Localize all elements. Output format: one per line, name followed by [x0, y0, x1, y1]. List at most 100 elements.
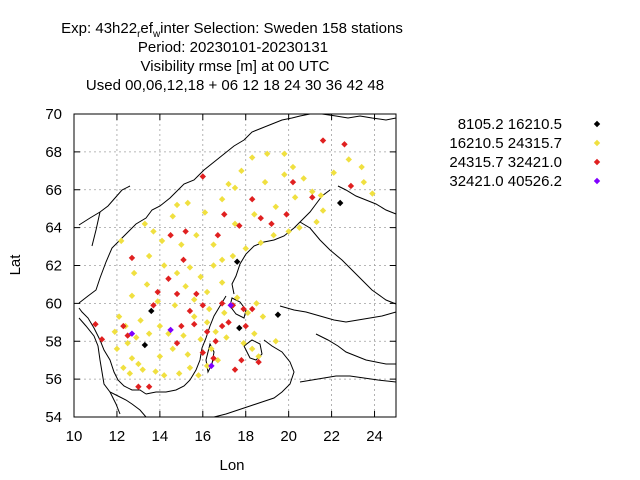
data-point — [154, 298, 161, 305]
y-tick-label: 54 — [45, 409, 62, 426]
data-point — [203, 288, 211, 296]
data-point — [233, 258, 241, 265]
data-point — [160, 262, 168, 269]
data-point — [264, 150, 271, 157]
data-point — [227, 302, 234, 309]
data-point — [141, 341, 149, 349]
data-point — [173, 290, 181, 298]
data-point — [274, 311, 282, 318]
data-point — [120, 364, 127, 371]
data-point — [154, 288, 161, 296]
data-point — [184, 199, 191, 207]
legend-marker — [593, 158, 601, 166]
data-point — [143, 281, 151, 288]
data-point — [283, 211, 290, 218]
data-point — [141, 220, 149, 228]
data-point — [212, 338, 219, 345]
data-point — [173, 269, 181, 277]
data-point — [253, 300, 260, 307]
y-tick-label: 60 — [45, 295, 62, 312]
data-point — [221, 211, 228, 218]
x-tick-label: 20 — [280, 428, 297, 445]
data-point — [319, 137, 327, 144]
y-axis-label: Lat — [7, 254, 24, 276]
data-point — [193, 232, 200, 239]
data-point — [236, 324, 243, 332]
y-tick-label: 70 — [45, 106, 62, 123]
data-point — [128, 355, 136, 362]
data-point — [336, 199, 344, 207]
x-tick-label: 18 — [237, 428, 254, 445]
data-point — [199, 349, 206, 356]
data-point — [199, 173, 206, 180]
data-point — [212, 328, 219, 335]
legend-marker — [593, 139, 601, 147]
data-point — [173, 201, 181, 209]
axes: 10 12 14 16 18 20 22 24 54 56 58 60 62 64 66 68 70 — [45, 106, 397, 445]
data-point — [186, 364, 194, 371]
data-point — [156, 353, 164, 360]
data-point — [221, 309, 228, 317]
data-point — [238, 356, 245, 364]
data-point — [291, 194, 299, 201]
data-point — [203, 319, 211, 326]
y-tick-label: 62 — [45, 258, 62, 275]
data-point — [210, 241, 217, 248]
data-point — [268, 220, 275, 228]
legend-label: 24315.7 32421.0 — [449, 154, 562, 171]
data-point — [137, 317, 144, 324]
data-point — [152, 368, 159, 375]
data-point — [186, 264, 194, 271]
data-point — [135, 360, 142, 368]
legend-label: 16210.5 24315.7 — [449, 135, 562, 152]
data-point — [231, 184, 239, 192]
data-point — [317, 192, 325, 199]
data-point — [347, 182, 355, 190]
data-point — [272, 203, 279, 210]
data-point — [257, 214, 264, 222]
data-point — [214, 232, 222, 239]
title-line-2: Period: 20230101-20230131 — [138, 39, 328, 56]
data-point — [191, 321, 198, 328]
data-point — [169, 213, 176, 220]
data-point — [231, 366, 239, 373]
data-point — [191, 313, 198, 320]
data-point — [210, 262, 217, 269]
data-point — [111, 328, 118, 335]
data-point — [218, 256, 226, 264]
data-point — [98, 336, 106, 343]
data-point — [360, 178, 367, 186]
data-point — [248, 305, 256, 313]
data-point — [257, 239, 264, 246]
data-point — [124, 339, 131, 347]
data-point — [238, 167, 245, 175]
data-point — [296, 224, 303, 231]
x-tick-label: 10 — [66, 428, 83, 445]
data-point — [195, 372, 202, 379]
x-tick-label: 22 — [323, 428, 340, 445]
data-point — [272, 338, 279, 345]
data-point — [281, 171, 288, 178]
data-point — [186, 307, 194, 315]
data-point — [133, 334, 140, 341]
data-point — [369, 190, 376, 197]
data-point — [223, 334, 230, 341]
data-point — [251, 211, 258, 218]
data-point — [139, 366, 146, 373]
data-point — [345, 156, 352, 163]
x-tick-label: 14 — [152, 428, 169, 445]
y-tick-label: 64 — [45, 220, 62, 237]
data-point — [240, 305, 247, 313]
data-point — [175, 370, 183, 377]
data-point — [210, 355, 217, 362]
data-point — [319, 207, 327, 214]
data-point — [244, 309, 252, 317]
data-point — [218, 300, 226, 307]
data-point — [261, 178, 269, 186]
data-point — [285, 228, 292, 235]
data-point — [206, 305, 213, 313]
data-point — [128, 254, 136, 262]
data-point — [281, 150, 288, 157]
legend-marker — [593, 120, 601, 128]
